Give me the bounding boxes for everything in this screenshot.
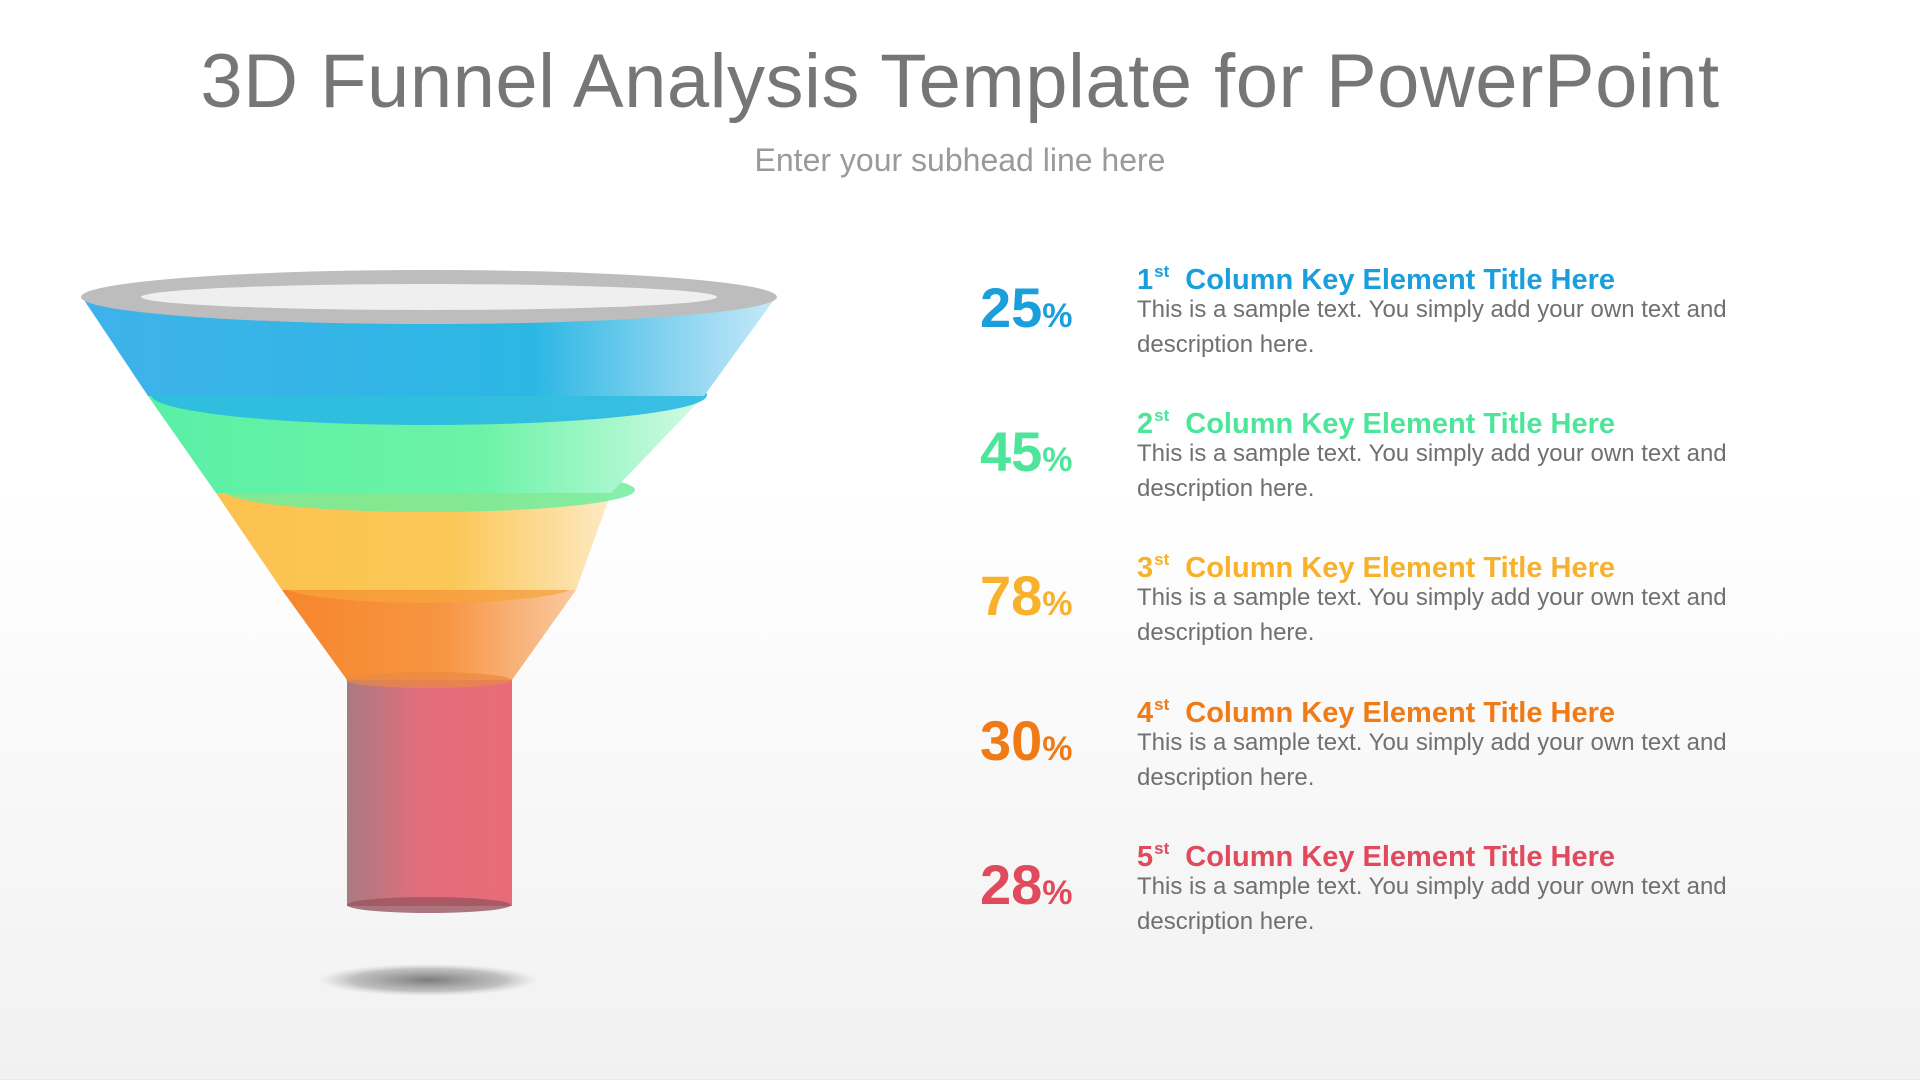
item-title: 5st Column Key Element Title Here: [1137, 839, 1616, 873]
item-description: This is a sample text. You simply add yo…: [1137, 296, 1727, 358]
funnel-shadow: [318, 964, 538, 996]
item-description: This is a sample text. You simply add yo…: [1137, 873, 1727, 935]
percentage-value: 45%: [980, 420, 1073, 483]
item-description: This is a sample text. You simply add yo…: [1137, 584, 1727, 646]
funnel-band-orange: [282, 590, 576, 680]
percentage-value: 78%: [980, 564, 1073, 627]
item-description: This is a sample text. You simply add yo…: [1137, 440, 1727, 502]
funnel-spout: [347, 680, 512, 906]
percentage-value: 30%: [980, 709, 1073, 772]
percentage-value: 28%: [980, 853, 1073, 916]
list-item: 25% 1st Column Key Element Title Here Thi…: [980, 254, 1760, 374]
percentage-value: 25%: [980, 276, 1073, 339]
list-item: 28% 5st Column Key Element Title Here Thi…: [980, 831, 1760, 951]
item-title: 1st Column Key Element Title Here: [1137, 262, 1616, 296]
item-title: 4st Column Key Element Title Here: [1137, 695, 1616, 729]
funnel-band-yellow: [216, 493, 611, 590]
list-item: 30% 4st Column Key Element Title Here Thi…: [980, 687, 1760, 807]
item-title: 2st Column Key Element Title Here: [1137, 406, 1616, 440]
item-title: 3st Column Key Element Title Here: [1137, 550, 1616, 584]
list-item: 78% 3st Column Key Element Title Here Thi…: [980, 542, 1760, 662]
funnel-rim-inner: [141, 284, 717, 310]
slide-subtitle: Enter your subhead line here: [754, 142, 1166, 178]
funnel-band-orange-bottom: [346, 672, 512, 688]
item-description: This is a sample text. You simply add yo…: [1137, 729, 1727, 791]
funnel-spout-bottom: [347, 897, 511, 913]
slide-title: 3D Funnel Analysis Template for PowerPoi…: [200, 39, 1720, 124]
funnel-band-blue: [82, 297, 776, 396]
list-item: 45% 2st Column Key Element Title Here Thi…: [980, 398, 1760, 518]
